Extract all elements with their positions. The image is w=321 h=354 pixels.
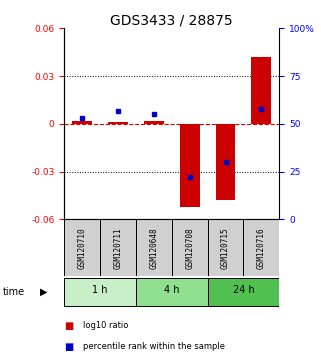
Text: GSM120711: GSM120711 <box>113 227 123 269</box>
FancyBboxPatch shape <box>100 219 136 276</box>
Text: GSM120708: GSM120708 <box>185 227 194 269</box>
Bar <box>251 57 271 124</box>
Text: 4 h: 4 h <box>164 285 179 296</box>
FancyBboxPatch shape <box>208 278 279 306</box>
Text: GSM120715: GSM120715 <box>221 227 230 269</box>
Text: 24 h: 24 h <box>232 285 254 296</box>
Text: ■: ■ <box>64 321 74 331</box>
FancyBboxPatch shape <box>136 219 172 276</box>
FancyBboxPatch shape <box>136 278 208 306</box>
Text: ■: ■ <box>64 342 74 352</box>
FancyBboxPatch shape <box>172 219 208 276</box>
Bar <box>144 121 164 124</box>
FancyBboxPatch shape <box>64 278 136 306</box>
Bar <box>180 124 200 207</box>
Title: GDS3433 / 28875: GDS3433 / 28875 <box>110 13 233 27</box>
Bar <box>108 122 128 124</box>
Text: time: time <box>3 287 25 297</box>
FancyBboxPatch shape <box>64 219 100 276</box>
Text: ▶: ▶ <box>40 287 48 297</box>
Bar <box>216 124 235 200</box>
Text: GSM120710: GSM120710 <box>78 227 87 269</box>
Text: GSM120648: GSM120648 <box>149 227 158 269</box>
Text: GSM120716: GSM120716 <box>257 227 266 269</box>
FancyBboxPatch shape <box>243 219 279 276</box>
Text: log10 ratio: log10 ratio <box>83 321 129 330</box>
FancyBboxPatch shape <box>208 219 243 276</box>
Text: percentile rank within the sample: percentile rank within the sample <box>83 342 225 352</box>
Text: 1 h: 1 h <box>92 285 108 296</box>
Bar <box>72 121 92 124</box>
